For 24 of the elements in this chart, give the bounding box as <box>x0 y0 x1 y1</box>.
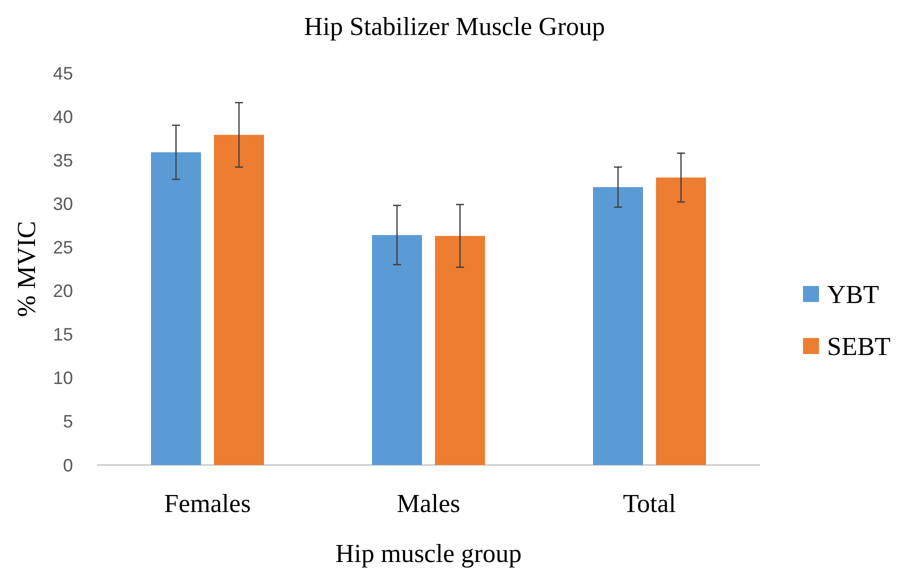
legend-label: SEBT <box>827 332 891 362</box>
bar <box>372 235 422 465</box>
bar <box>151 152 201 465</box>
bar <box>435 236 485 465</box>
legend-label: YBT <box>827 280 880 310</box>
chart-title: Hip Stabilizer Muscle Group <box>304 12 606 41</box>
y-axis-title: % MVIC <box>12 220 41 318</box>
y-tick-label: 15 <box>52 324 73 345</box>
x-tick-label: Females <box>164 489 251 518</box>
y-tick-label: 30 <box>52 194 73 214</box>
x-tick-label: Males <box>396 489 460 518</box>
x-axis-title: Hip muscle group <box>335 539 522 568</box>
y-tick-label: 25 <box>52 238 73 258</box>
y-tick-label: 10 <box>52 368 73 388</box>
x-tick-label: Total <box>622 489 676 518</box>
bar <box>214 134 264 465</box>
y-tick-label: 45 <box>52 63 73 84</box>
y-tick-label: 20 <box>52 281 73 302</box>
bar <box>656 178 706 465</box>
bar <box>593 187 643 465</box>
y-tick-label: 40 <box>52 106 73 127</box>
y-tick-label: 5 <box>62 412 73 432</box>
y-tick-label: 0 <box>62 455 73 476</box>
y-tick-label: 35 <box>52 150 73 170</box>
